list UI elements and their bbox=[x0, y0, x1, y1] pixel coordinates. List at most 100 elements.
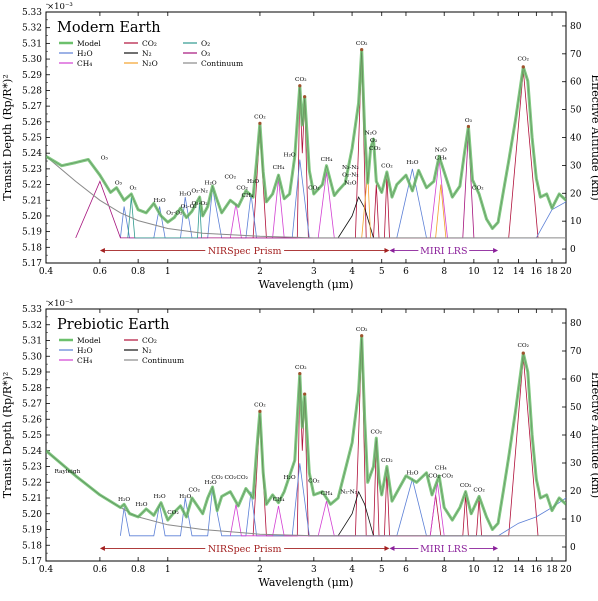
peak-point bbox=[466, 124, 471, 129]
species-annotation: CH₄ bbox=[273, 497, 285, 503]
species-annotation: H₂O bbox=[284, 475, 296, 481]
series-CO-line bbox=[252, 52, 539, 239]
legend-label: CO₂ bbox=[142, 39, 157, 48]
instrument-range-label: MIRI LRS bbox=[420, 246, 467, 257]
y-right-axis-label: Effective Altitude (km) bbox=[589, 372, 598, 498]
species-annotation: CO₂-CO₂ bbox=[428, 474, 453, 480]
species-annotation: N₂O bbox=[365, 130, 377, 136]
peak-point bbox=[360, 334, 364, 338]
x-tick-label: 16 bbox=[531, 565, 543, 575]
x-tick-label: 4 bbox=[349, 267, 355, 277]
peak-point bbox=[258, 121, 262, 125]
y-right-tick-label: 50 bbox=[570, 403, 582, 413]
species-annotation: CO₂ bbox=[371, 429, 383, 435]
y-tick-label: 5.25 bbox=[22, 134, 42, 144]
y-tick-label: 5.21 bbox=[22, 196, 42, 206]
species-annotation: CO₂ bbox=[236, 475, 248, 481]
species-annotation: H₂O bbox=[135, 502, 147, 508]
y-tick-label: 5.20 bbox=[22, 212, 42, 222]
species-annotation: CH₄ bbox=[241, 193, 253, 199]
x-tick-label: 2 bbox=[257, 565, 263, 575]
y-right-tick-label: 40 bbox=[570, 431, 582, 441]
species-annotation: O₃ bbox=[115, 181, 123, 187]
y-right-tick-label: 30 bbox=[570, 161, 582, 171]
x-tick-label: 20 bbox=[560, 565, 572, 575]
species-annotation: H₂O bbox=[205, 480, 217, 486]
range-label-bg bbox=[418, 244, 470, 257]
x-tick-label: 0.4 bbox=[39, 267, 54, 277]
y-right-tick-label: 20 bbox=[570, 189, 582, 199]
species-annotation: CO₂ bbox=[295, 77, 307, 83]
species-annotation: Rayleigh bbox=[55, 469, 81, 475]
y-right-tick-label: 10 bbox=[570, 515, 582, 525]
legend-label: H₂O bbox=[77, 346, 93, 355]
series-HO-line bbox=[120, 159, 566, 239]
legend-label: N₂O bbox=[142, 59, 158, 68]
range-arrow-right bbox=[384, 247, 390, 253]
y-tick-label: 5.20 bbox=[22, 510, 42, 520]
y-tick-label: 5.26 bbox=[22, 415, 42, 425]
species-annotation: N₂O bbox=[435, 148, 447, 154]
species-annotation: H₂O bbox=[154, 494, 166, 500]
x-tick-label: 2 bbox=[257, 267, 263, 277]
y-tick-label: 5.30 bbox=[22, 352, 42, 362]
y-right-tick-label: 50 bbox=[570, 106, 582, 116]
y-tick-label: 5.22 bbox=[22, 181, 42, 191]
species-annotation: CO₂ bbox=[225, 475, 237, 481]
legend-label: O₂ bbox=[201, 39, 210, 48]
y-tick-label: 5.21 bbox=[22, 494, 42, 504]
x-tick-label: 4 bbox=[349, 565, 355, 575]
x-tick-label: 1 bbox=[165, 565, 171, 575]
y-tick-label: 5.31 bbox=[22, 39, 42, 49]
panel-title: Prebiotic Earth bbox=[57, 317, 169, 333]
species-annotation: H₂O bbox=[205, 181, 217, 187]
species-annotation: O₃ bbox=[370, 138, 378, 144]
species-annotation: CO₂ bbox=[254, 403, 266, 409]
x-tick-label: 10 bbox=[468, 565, 480, 575]
x-tick-label: 0.8 bbox=[131, 565, 146, 575]
y-axis-label: Transit Depth (Rp/R*)² bbox=[1, 372, 14, 499]
species-annotation: CO₂ bbox=[381, 163, 393, 169]
species-annotation: CH₄ bbox=[321, 491, 333, 497]
y-tick-label: 5.24 bbox=[22, 149, 42, 159]
y-tick-label: 5.31 bbox=[22, 337, 42, 347]
y-tick-label: 5.18 bbox=[22, 243, 42, 253]
x-tick-label: 14 bbox=[513, 267, 525, 277]
range-arrow-left bbox=[99, 545, 105, 551]
y-right-tick-label: 0 bbox=[570, 543, 576, 553]
species-annotation: CO₂ bbox=[460, 483, 472, 489]
species-annotation: CO₂ bbox=[225, 174, 237, 180]
x-tick-label: 6 bbox=[403, 267, 409, 277]
y-right-tick-label: 30 bbox=[570, 459, 582, 469]
legend-label: CH₄ bbox=[77, 356, 92, 365]
y-tick-label: 5.24 bbox=[22, 447, 42, 457]
species-annotation: CO₂ bbox=[295, 365, 307, 371]
y-tick-label: 5.32 bbox=[22, 24, 42, 34]
species-annotation: O₃ bbox=[465, 118, 473, 124]
x-tick-label: 0.6 bbox=[93, 565, 108, 575]
y-right-tick-label: 70 bbox=[570, 347, 582, 357]
y-tick-label: 5.23 bbox=[22, 165, 42, 175]
peak-point bbox=[360, 48, 364, 52]
species-annotation: O₂-N₂ bbox=[342, 173, 358, 179]
species-annotation: H₂O bbox=[284, 152, 296, 158]
species-annotation: H₂O bbox=[406, 160, 418, 166]
x-tick-label: 3 bbox=[311, 565, 317, 575]
x-tick-label: 20 bbox=[560, 267, 572, 277]
y-tick-label: 5.18 bbox=[22, 541, 42, 551]
y-tick-label: 5.17 bbox=[22, 259, 42, 269]
y-tick-label: 5.23 bbox=[22, 463, 42, 473]
x-tick-label: 18 bbox=[546, 565, 558, 575]
y-tick-label: 5.33 bbox=[22, 8, 42, 18]
species-annotation: H₂O bbox=[247, 179, 259, 185]
species-annotation: O₂-N₂ bbox=[191, 188, 207, 194]
y-tick-label: 5.29 bbox=[22, 71, 42, 81]
panel-title: Modern Earth bbox=[57, 20, 161, 36]
species-annotation: CO₂ bbox=[188, 488, 200, 494]
y-tick-label: 5.17 bbox=[22, 557, 42, 567]
y-right-tick-label: 70 bbox=[570, 50, 582, 60]
range-arrow-right bbox=[384, 545, 390, 551]
plot-area bbox=[46, 334, 566, 537]
species-annotation: CO₂ bbox=[308, 185, 320, 191]
x-tick-label: 3 bbox=[311, 267, 317, 277]
